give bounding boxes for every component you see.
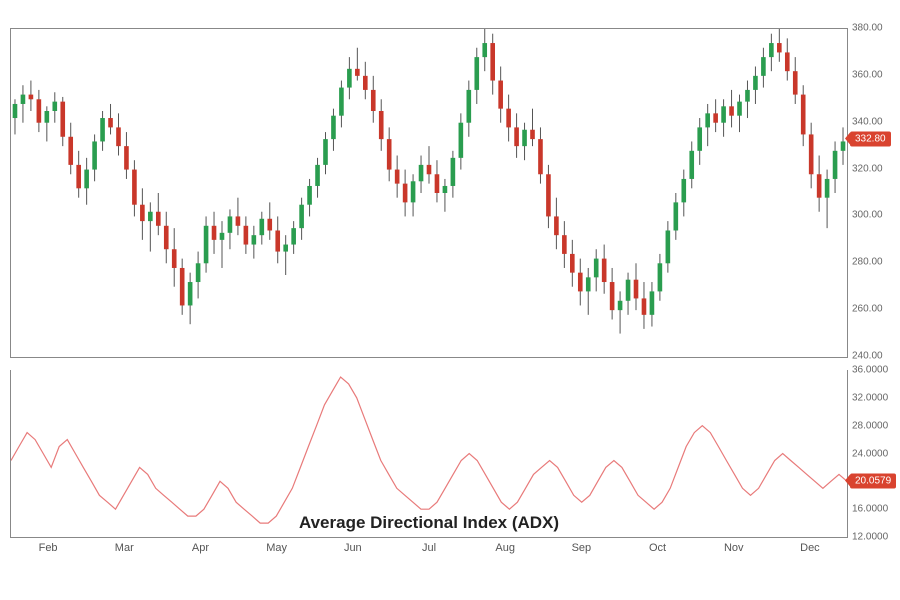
- chart-container: Average Directional Index (ADX) 240.00 26…: [0, 0, 900, 600]
- x-month-label: Jul: [422, 542, 436, 554]
- time-x-axis: Feb Mar Apr May Jun Jul Aug Sep Oct Nov Dec: [10, 540, 848, 560]
- adx-indicator-panel[interactable]: Average Directional Index (ADX): [10, 370, 848, 538]
- current-adx-tag: 20.0579: [850, 473, 896, 488]
- price-y-tick: 300.00: [852, 210, 883, 221]
- price-y-tick: 280.00: [852, 257, 883, 268]
- price-y-tick: 340.00: [852, 116, 883, 127]
- current-price-value: 332.80: [855, 133, 886, 144]
- adx-y-tick: 24.0000: [852, 448, 888, 459]
- adx-y-tick: 28.0000: [852, 420, 888, 431]
- x-month-label: Jun: [344, 542, 362, 554]
- adx-y-tick: 16.0000: [852, 504, 888, 515]
- price-y-tick: 260.00: [852, 304, 883, 315]
- x-month-label: Oct: [649, 542, 666, 554]
- x-month-label: Sep: [572, 542, 592, 554]
- price-y-tick: 320.00: [852, 163, 883, 174]
- price-svg: [11, 29, 847, 357]
- x-month-label: May: [266, 542, 287, 554]
- price-y-tick: 360.00: [852, 69, 883, 80]
- adx-title: Average Directional Index (ADX): [299, 513, 559, 533]
- adx-y-tick: 12.0000: [852, 532, 888, 543]
- current-adx-value: 20.0579: [855, 475, 891, 486]
- adx-y-tick: 36.0000: [852, 365, 888, 376]
- x-month-label: Feb: [39, 542, 58, 554]
- x-month-label: Dec: [800, 542, 820, 554]
- x-month-label: Apr: [192, 542, 209, 554]
- price-candlestick-panel[interactable]: [10, 28, 848, 358]
- price-y-tick: 240.00: [852, 351, 883, 362]
- adx-y-tick: 32.0000: [852, 392, 888, 403]
- adx-svg: [11, 370, 847, 537]
- adx-y-axis: 12.000016.000020.000024.000028.000032.00…: [848, 370, 898, 538]
- price-y-axis: 240.00260.00280.00300.00320.00340.00360.…: [848, 28, 898, 358]
- x-month-label: Mar: [115, 542, 134, 554]
- current-price-tag: 332.80: [850, 131, 891, 146]
- price-y-tick: 380.00: [852, 23, 883, 34]
- x-month-label: Aug: [495, 542, 515, 554]
- x-month-label: Nov: [724, 542, 744, 554]
